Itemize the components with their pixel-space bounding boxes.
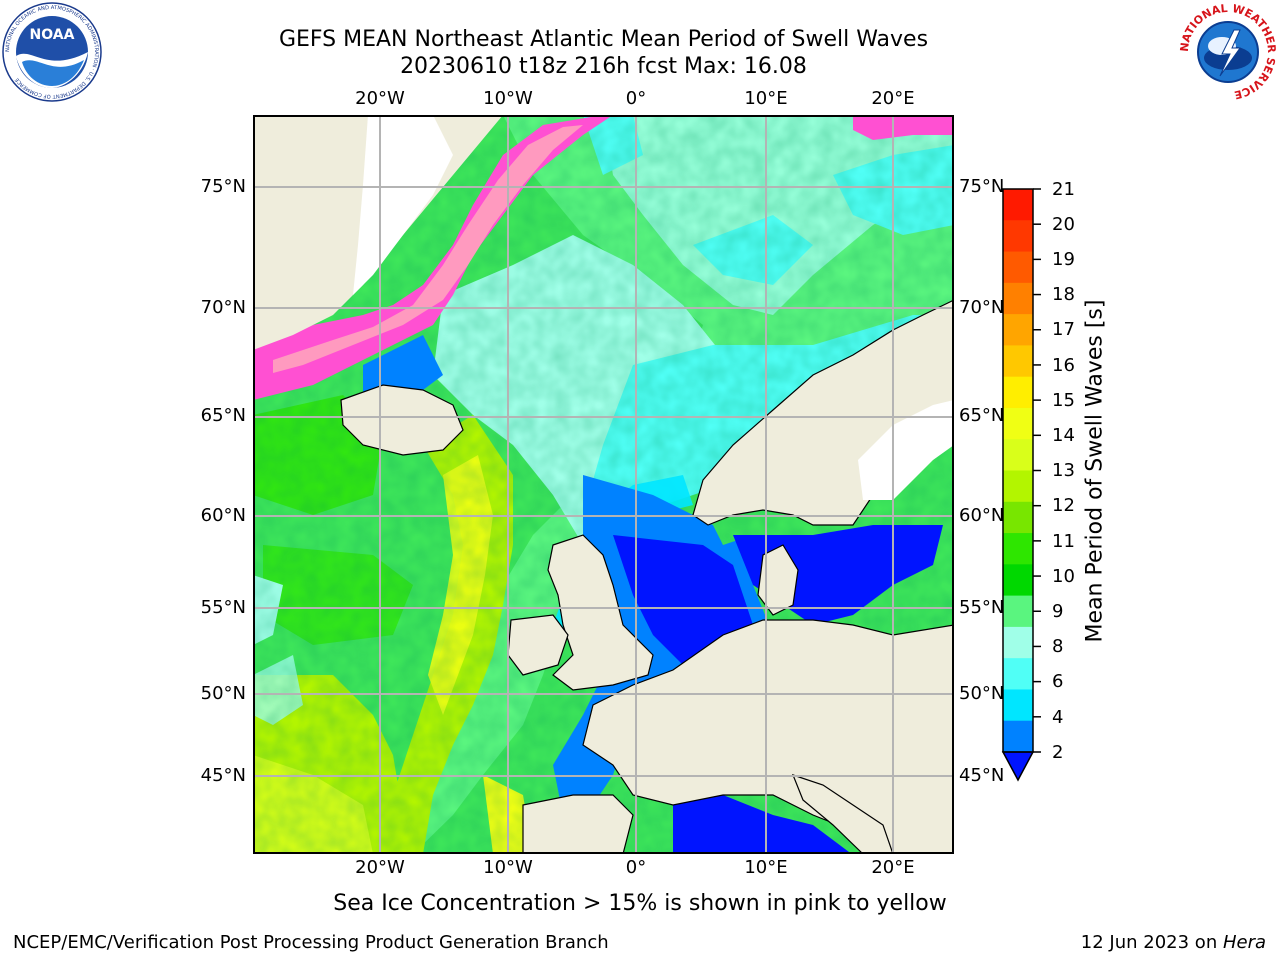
colorbar-tick-marks <box>1033 188 1041 753</box>
colorbar-segments <box>1003 189 1033 753</box>
colorbar-tick-4: 4 <box>1052 707 1064 728</box>
lat-label-left-55n: 55°N <box>200 597 246 618</box>
colorbar-segment <box>1003 626 1033 659</box>
colorbar-segment <box>1003 376 1033 409</box>
colorbar-tick-12: 12 <box>1052 495 1075 516</box>
colorbar-segment <box>1003 533 1033 565</box>
nws-logo: NATIONAL WEATHER SERVICE <box>1178 2 1278 101</box>
colorbar-segment <box>1003 501 1033 534</box>
lon-label-bottom-10w: 10°W <box>483 857 533 878</box>
colorbar-tick-14: 14 <box>1052 425 1075 446</box>
lat-label-left-60n: 60°N <box>200 505 246 526</box>
noaa-logo-text: NOAA <box>30 27 75 43</box>
lon-label-top-20e: 20°E <box>871 88 915 109</box>
colorbar-label: Mean Period of Swell Waves [s] <box>1082 299 1108 643</box>
footer-date-text: 12 Jun 2023 on <box>1080 932 1223 953</box>
colorbar-tick-20: 20 <box>1052 214 1075 235</box>
colorbar-segment <box>1003 251 1033 284</box>
colorbar-tick-18: 18 <box>1052 284 1075 305</box>
lon-label-top-10w: 10°W <box>483 88 533 109</box>
chart-subtitle: 20230610 t18z 216h fcst Max: 16.08 <box>400 54 807 79</box>
colorbar-segment <box>1003 720 1033 753</box>
forecast-map <box>253 115 954 854</box>
swell-field-mediterranean <box>673 795 852 854</box>
map-frame <box>253 115 954 854</box>
colorbar-segment <box>1003 189 1033 221</box>
chart-title: GEFS MEAN Northeast Atlantic Mean Period… <box>278 27 929 52</box>
colorbar-tick-9: 9 <box>1052 601 1064 622</box>
colorbar-tick-8: 8 <box>1052 636 1064 657</box>
colorbar-tick-13: 13 <box>1052 460 1075 481</box>
colorbar-tick-11: 11 <box>1052 531 1075 552</box>
lat-label-left-70n: 70°N <box>200 297 246 318</box>
lat-label-right-55n: 55°N <box>959 597 1005 618</box>
lon-label-top-20w: 20°W <box>355 88 405 109</box>
lon-label-top-10e: 10°E <box>744 88 788 109</box>
colorbar-segment <box>1003 407 1033 440</box>
lat-label-right-50n: 50°N <box>959 683 1005 704</box>
lon-label-bottom-10e: 10°E <box>744 857 788 878</box>
lon-label-bottom-20w: 20°W <box>355 857 405 878</box>
lat-label-right-45n: 45°N <box>959 765 1005 786</box>
colorbar-segment <box>1003 470 1033 503</box>
lat-label-right-65n: 65°N <box>959 405 1005 426</box>
land-denmark <box>757 544 799 616</box>
colorbar-segment <box>1003 282 1033 315</box>
lat-label-right-60n: 60°N <box>959 505 1005 526</box>
colorbar-tick-17: 17 <box>1052 319 1075 340</box>
colorbar-tick-16: 16 <box>1052 355 1075 376</box>
noaa-logo: NOAA NATIONAL OCEANIC AND ATMOSPHERIC AD… <box>2 2 102 102</box>
colorbar-tick-15: 15 <box>1052 390 1075 411</box>
footer-date: 12 Jun 2023 on Hera <box>1081 932 1266 954</box>
land-great-britain <box>547 534 654 691</box>
colorbar-tick-2: 2 <box>1052 742 1064 763</box>
colorbar-under-extension <box>1001 751 1035 782</box>
lat-label-left-45n: 45°N <box>200 765 246 786</box>
land-iberia <box>522 794 634 854</box>
land-greenland-ice-free <box>353 115 453 295</box>
lon-label-top-0: 0° <box>625 88 647 109</box>
sea-ice-caption: Sea Ice Concentration > 15% is shown in … <box>333 891 947 916</box>
colorbar-segment <box>1003 439 1033 471</box>
colorbar-tick-10: 10 <box>1052 566 1075 587</box>
colorbar-segment <box>1003 689 1033 722</box>
land-continental-europe <box>582 619 954 854</box>
lat-label-right-70n: 70°N <box>959 297 1005 318</box>
colorbar-segment <box>1003 220 1033 253</box>
colorbar-segment <box>1003 595 1033 628</box>
land-bothnia-gap <box>858 400 954 500</box>
lon-label-bottom-0: 0° <box>625 857 647 878</box>
footer-credit: NCEP/EMC/Verification Post Processing Pr… <box>13 932 609 953</box>
land-italy <box>791 774 894 854</box>
colorbar-tick-6: 6 <box>1052 671 1064 692</box>
colorbar-segment <box>1003 658 1033 690</box>
footer-host: Hera <box>1222 932 1266 953</box>
colorbar-tick-19: 19 <box>1052 249 1075 270</box>
colorbar-segment <box>1003 314 1033 346</box>
lat-label-left-50n: 50°N <box>200 683 246 704</box>
colorbar-segment <box>1003 345 1033 378</box>
colorbar-tick-21: 21 <box>1052 179 1075 200</box>
colorbar-segment <box>1003 564 1033 597</box>
lat-label-right-75n: 75°N <box>959 176 1005 197</box>
colorbar <box>1001 188 1041 782</box>
lat-label-left-75n: 75°N <box>200 176 246 197</box>
lat-label-left-65n: 65°N <box>200 405 246 426</box>
lon-label-bottom-20e: 20°E <box>871 857 915 878</box>
land-iceland <box>340 384 464 456</box>
graticule <box>253 115 954 854</box>
